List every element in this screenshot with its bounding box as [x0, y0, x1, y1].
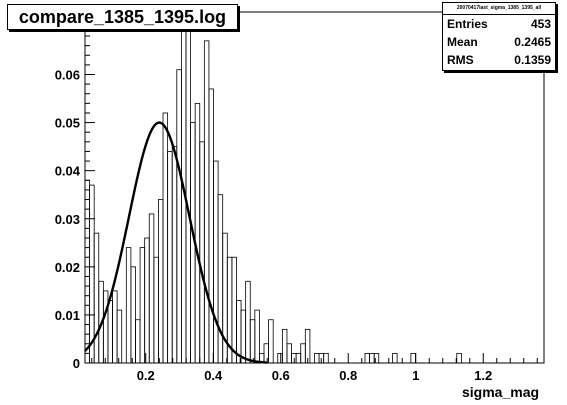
histogram-bin — [456, 352, 462, 364]
chart-title: compare_1385_1395.log — [7, 4, 238, 30]
gaussian-fit — [84, 121, 268, 364]
stats-box: 20070417last_sigma_1385_1395_all Entries… — [442, 2, 556, 71]
x-tick-label: 0.2 — [137, 368, 155, 383]
stats-value: 0.1359 — [514, 53, 551, 67]
y-tick-label: 0.03 — [55, 212, 80, 227]
stats-header: 20070417last_sigma_1385_1395_all — [443, 3, 555, 15]
y-tick-label: 0.06 — [55, 68, 80, 83]
stats-value: 453 — [530, 17, 551, 31]
y-tick-label: 0 — [73, 356, 80, 371]
y-tick-label: 0.02 — [55, 260, 80, 275]
x-tick-label: 0.6 — [272, 368, 290, 383]
y-tick-label: 0.05 — [55, 116, 80, 131]
stats-row-entries: Entries 453 — [443, 15, 555, 33]
stats-row-mean: Mean 0.2465 — [443, 33, 555, 51]
x-tick-label: 1.2 — [474, 368, 492, 383]
x-axis: 0.2 0.4 0.6 0.8 1 1.2 — [91, 353, 538, 383]
histogram-bin — [323, 352, 329, 364]
stats-label: Mean — [447, 35, 478, 49]
stats-label: RMS — [447, 53, 474, 67]
y-tick-label: 0.04 — [55, 164, 81, 179]
histogram-bin — [392, 352, 398, 364]
histogram-bin — [373, 352, 380, 364]
histogram-bin — [130, 266, 136, 364]
histogram-bin — [116, 309, 123, 364]
y-tick-label: 0.01 — [55, 308, 80, 323]
stats-value: 0.2465 — [514, 35, 551, 49]
x-tick-label: 0.8 — [339, 368, 357, 383]
histogram-bin — [268, 319, 274, 364]
stats-label: Entries — [447, 17, 488, 31]
x-tick-label: 0.4 — [204, 368, 223, 383]
x-axis-label: sigma_mag — [462, 384, 540, 400]
histogram-bin — [254, 309, 260, 364]
fit-curve — [84, 121, 268, 364]
x-tick-label: 1 — [412, 368, 419, 383]
stats-row-rms: RMS 0.1359 — [443, 51, 555, 69]
